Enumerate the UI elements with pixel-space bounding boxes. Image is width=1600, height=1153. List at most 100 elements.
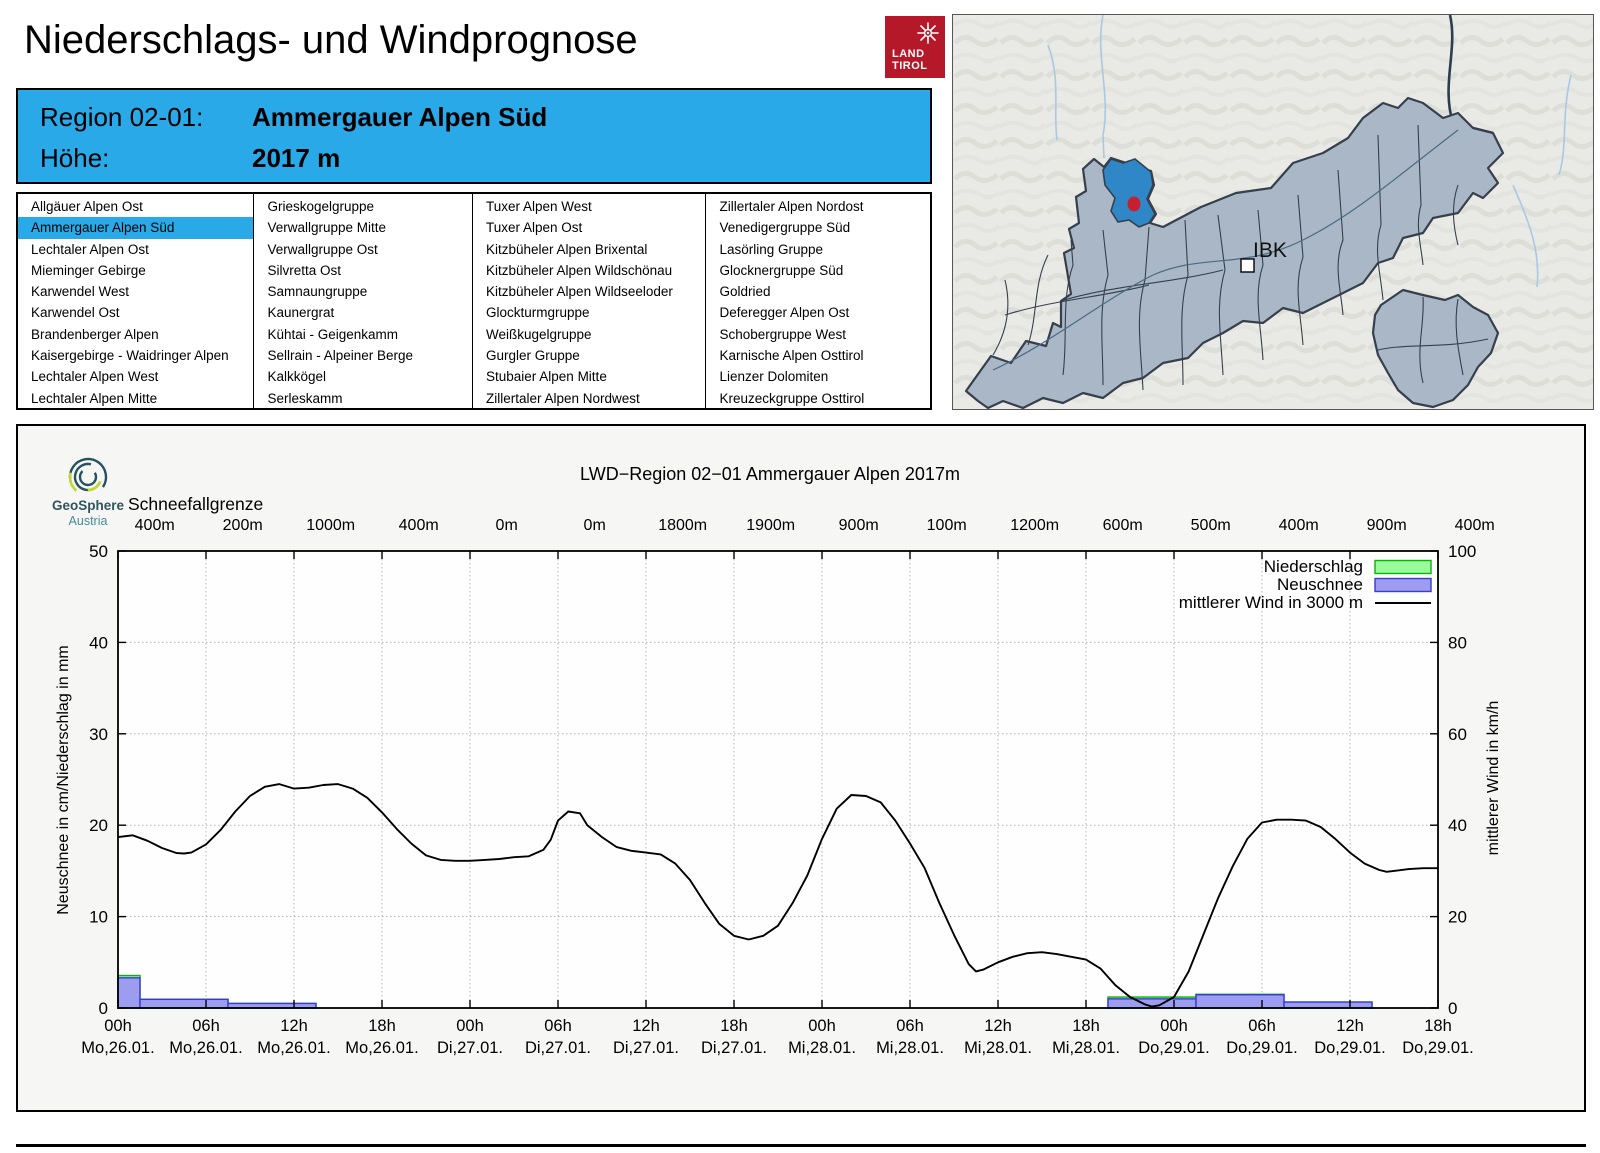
region-item[interactable]: Stubaier Alpen Mitte [486,369,607,385]
region-item[interactable]: Lechtaler Alpen Mitte [31,390,158,406]
tirol-eagle-icon [917,22,939,44]
region-item[interactable]: Kreuzeckgruppe Osttirol [719,390,865,406]
right-axis-tick: 80 [1448,633,1467,652]
region-item[interactable]: Kalkkögel [267,369,327,385]
region-item[interactable]: Schobergruppe West [719,326,847,342]
region-item[interactable]: Lasörling Gruppe [719,241,824,257]
region-item[interactable]: Weißkugelgruppe [486,326,592,342]
altitude-row: Höhe: 2017 m [40,143,340,174]
snowline-value: 0m [496,517,518,534]
snowline-value: 600m [1103,517,1143,534]
region-item[interactable]: Allgäuer Alpen Ost [31,199,143,214]
neuschnee-bar [117,977,141,1009]
region-item[interactable]: Brandenberger Alpen [31,326,159,342]
altitude-label: Höhe: [40,143,110,173]
region-item[interactable]: Tuxer Alpen Ost [486,220,583,236]
region-item[interactable]: Glocknergruppe Süd [719,262,844,278]
region-item[interactable]: Goldried [719,284,771,300]
snowline-label: Schneefallgrenze [128,494,263,514]
region-item[interactable]: Karwendel West [31,284,130,300]
legend-swatch [1374,559,1432,575]
map-river [1558,74,1572,176]
x-tick-day: Mi,28.01. [876,1039,944,1057]
x-tick-day: Mo,26.01. [81,1039,154,1057]
region-item-selected[interactable]: Ammergauer Alpen Süd [18,217,254,239]
region-item[interactable]: Kitzbüheler Alpen Wildseeloder [486,284,673,300]
x-tick-day: Mi,28.01. [788,1039,856,1057]
tirol-logo-line1: LAND [892,48,925,60]
map-north-tirol[interactable] [964,96,1505,409]
map-region-border [1027,254,1049,346]
right-axis-tick: 40 [1448,816,1467,835]
map-ibk-label: IBK [1253,239,1287,262]
region-item[interactable]: Kitzbüheler Alpen Brixental [486,241,648,257]
region-item[interactable]: Karnische Alpen Osttirol [719,348,864,364]
map-selected-region[interactable] [1102,158,1156,228]
region-item[interactable]: Gurgler Gruppe [486,348,580,364]
snowline-value: 500m [1191,517,1231,534]
neuschnee-bar [1195,994,1285,1009]
map-east-tirol[interactable] [1371,288,1500,409]
x-tick-hour: 12h [984,1017,1012,1035]
map-region-border [1060,269,1224,302]
region-item[interactable]: Kitzbüheler Alpen Wildschönau [486,262,673,278]
x-tick-hour: 06h [192,1017,220,1035]
map-region-border [1257,209,1264,361]
snowline-value: 400m [1455,517,1495,534]
region-item[interactable]: Karwendel Ost [31,305,120,321]
region-item[interactable]: Mieminger Gebirge [31,262,146,278]
region-item[interactable]: Zillertaler Alpen Nordost [719,199,864,214]
x-tick-hour: 06h [896,1017,924,1035]
region-item[interactable]: Verwallgruppe Ost [267,241,378,257]
region-item[interactable]: Glockturmgruppe [486,305,590,321]
map-region-border [992,279,1009,356]
legend-label: Niederschlag [1264,557,1363,576]
left-axis-title: Neuschnee in cm/Niederschlag in mm [55,645,72,914]
map-region-border [1417,124,1424,266]
region-item[interactable]: Tuxer Alpen West [486,199,592,214]
snowline-value: 200m [223,517,263,534]
region-column-4: Zillertaler Alpen Nordost Venedigergruppe… [705,194,930,408]
x-tick-day: Do,29.01. [1138,1039,1210,1057]
snowline-value: 1900m [746,517,795,534]
snowline-value: 400m [399,517,439,534]
region-item[interactable]: Sellrain - Alpeiner Berge [267,348,414,364]
region-column-1: Allgäuer Alpen Ost Ammergauer Alpen Süd Le… [18,194,254,408]
map-region-border [1138,226,1150,391]
x-tick-day: Mo,26.01. [345,1039,418,1057]
region-item[interactable]: Kaisergebirge - Waidringer Alpen [31,348,229,364]
x-tick-hour: 00h [104,1017,132,1035]
snowline-value: 1200m [1010,517,1059,534]
geosphere-sub: Austria [69,514,108,528]
region-item[interactable]: Zillertaler Alpen Nordwest [486,390,640,406]
tirol-logo-line2: TIROL [892,60,928,72]
map-ibk-marker [1240,258,1255,273]
snowline-value: 1800m [658,517,707,534]
left-axis-tick: 20 [89,816,108,835]
region-item[interactable]: Lechtaler Alpen Ost [31,241,149,257]
map-region-border [1452,184,1459,246]
x-tick-day: Mi,28.01. [1052,1039,1120,1057]
altitude-value: 2017 m [252,143,341,173]
region-item[interactable]: Kaunergrat [267,305,335,321]
region-item[interactable]: Silvretta Ost [267,262,342,278]
snowline-value: 1000m [306,517,355,534]
x-tick-day: Di,27.01. [525,1039,591,1057]
map-river [1047,44,1058,141]
x-tick-hour: 12h [1336,1017,1364,1035]
region-item[interactable]: Lechtaler Alpen West [31,369,159,385]
snowline-value: 900m [839,517,879,534]
chart-title: LWD−Region 02−01 Ammergauer Alpen 2017m [580,464,960,484]
tirol-region-map[interactable]: IBK [952,14,1594,410]
region-item[interactable]: Lienzer Dolomiten [719,369,829,385]
map-region-border [1419,296,1424,384]
region-item[interactable]: Deferegger Alpen Ost [719,305,850,321]
region-item[interactable]: Grieskogelgruppe [267,199,375,214]
region-item[interactable]: Serleskamm [267,390,343,406]
region-item[interactable]: Samnaungruppe [267,284,368,300]
x-tick-hour: 12h [632,1017,660,1035]
region-item[interactable]: Kühtai - Geigenkamm [267,326,399,342]
region-item[interactable]: Verwallgruppe Mitte [267,220,387,236]
region-item[interactable]: Venedigergruppe Süd [719,220,851,236]
